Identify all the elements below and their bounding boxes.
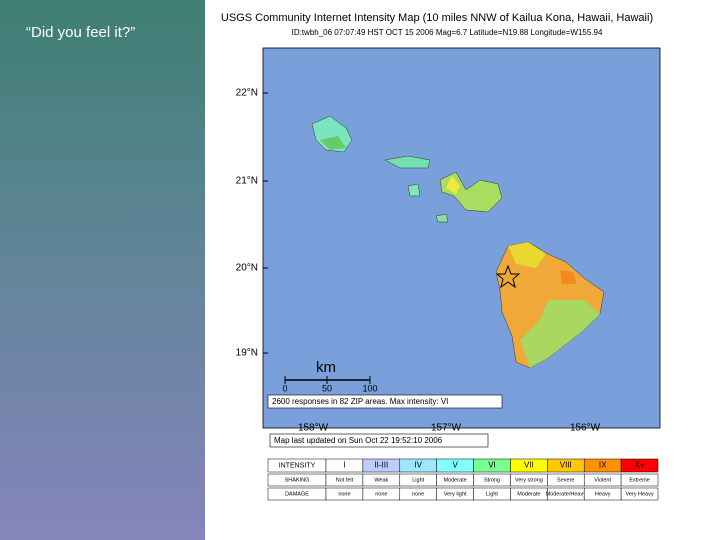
updated-text: Map last updated on Sun Oct 22 19:52:10 … — [274, 436, 443, 445]
scale-label: 50 — [322, 383, 332, 393]
side-panel — [0, 0, 205, 540]
lat-label: 21°N — [236, 176, 258, 187]
legend-text: Light — [412, 477, 424, 483]
legend-text: Violent — [594, 477, 611, 483]
map-subtitle: ID:twbh_06 07:07:49 HST OCT 15 2006 Mag=… — [292, 28, 603, 37]
legend-text: Moderate — [443, 477, 466, 483]
scale-label: 0 — [282, 383, 287, 393]
island-zone — [508, 242, 546, 268]
legend-text: V — [452, 461, 458, 470]
legend-text: Weak — [374, 477, 388, 483]
legend-text: none — [375, 491, 387, 497]
scale-label: 100 — [362, 383, 377, 393]
lon-label: 158°W — [298, 423, 329, 434]
legend-cell — [620, 458, 659, 473]
legend-text: Very strong — [515, 477, 543, 483]
caption: “Did you feel it?” — [26, 24, 136, 41]
lat-label: 22°N — [236, 88, 258, 99]
island-zone — [520, 300, 600, 368]
legend-text: Moderate — [517, 491, 540, 497]
legend-text: none — [412, 491, 424, 497]
legend-text: Moderate/Heavy — [546, 491, 587, 497]
legend-text: Very Heavy — [625, 491, 653, 497]
legend-cell — [620, 473, 659, 487]
legend-text: VII — [524, 461, 534, 470]
island-zone — [446, 176, 460, 194]
island-zone — [320, 136, 346, 150]
legend-text: X+ — [635, 461, 645, 470]
island-zone — [560, 270, 576, 284]
legend-text: Heavy — [595, 491, 611, 497]
island — [407, 183, 421, 197]
map-title: USGS Community Internet Intensity Map (1… — [221, 12, 653, 24]
lat-label: 19°N — [236, 348, 258, 359]
legend-text: IX — [599, 461, 607, 470]
legend-row-label: INTENSITY — [279, 462, 316, 469]
legend-text: VI — [488, 461, 496, 470]
scale-unit: km — [316, 359, 336, 376]
island — [384, 155, 431, 169]
legend-text: I — [343, 461, 345, 470]
legend-text: II-III — [374, 461, 388, 470]
legend-text: Extreme — [629, 477, 649, 483]
legend-text: VIII — [560, 461, 572, 470]
legend-text: none — [338, 491, 350, 497]
lon-label: 157°W — [431, 423, 462, 434]
legend-text: IV — [414, 461, 422, 470]
legend-text: Very light — [444, 491, 467, 497]
island — [435, 213, 449, 223]
legend-row-label: SHAKING — [285, 477, 310, 483]
lon-label: 156°W — [570, 423, 601, 434]
responses-box — [267, 394, 503, 409]
legend-cell — [620, 487, 659, 501]
legend-text: Not felt — [336, 477, 354, 483]
epicenter-star — [495, 264, 521, 289]
responses-text: 2600 responses in 82 ZIP areas. Max inte… — [272, 397, 448, 406]
legend-text: Strong — [484, 477, 500, 483]
legend-text: Severe — [557, 477, 574, 483]
updated-box — [269, 433, 489, 448]
legend-row-label: DAMAGE — [285, 491, 309, 497]
ocean — [262, 47, 661, 429]
lat-label: 20°N — [236, 263, 258, 274]
legend-text: Light — [486, 491, 498, 497]
